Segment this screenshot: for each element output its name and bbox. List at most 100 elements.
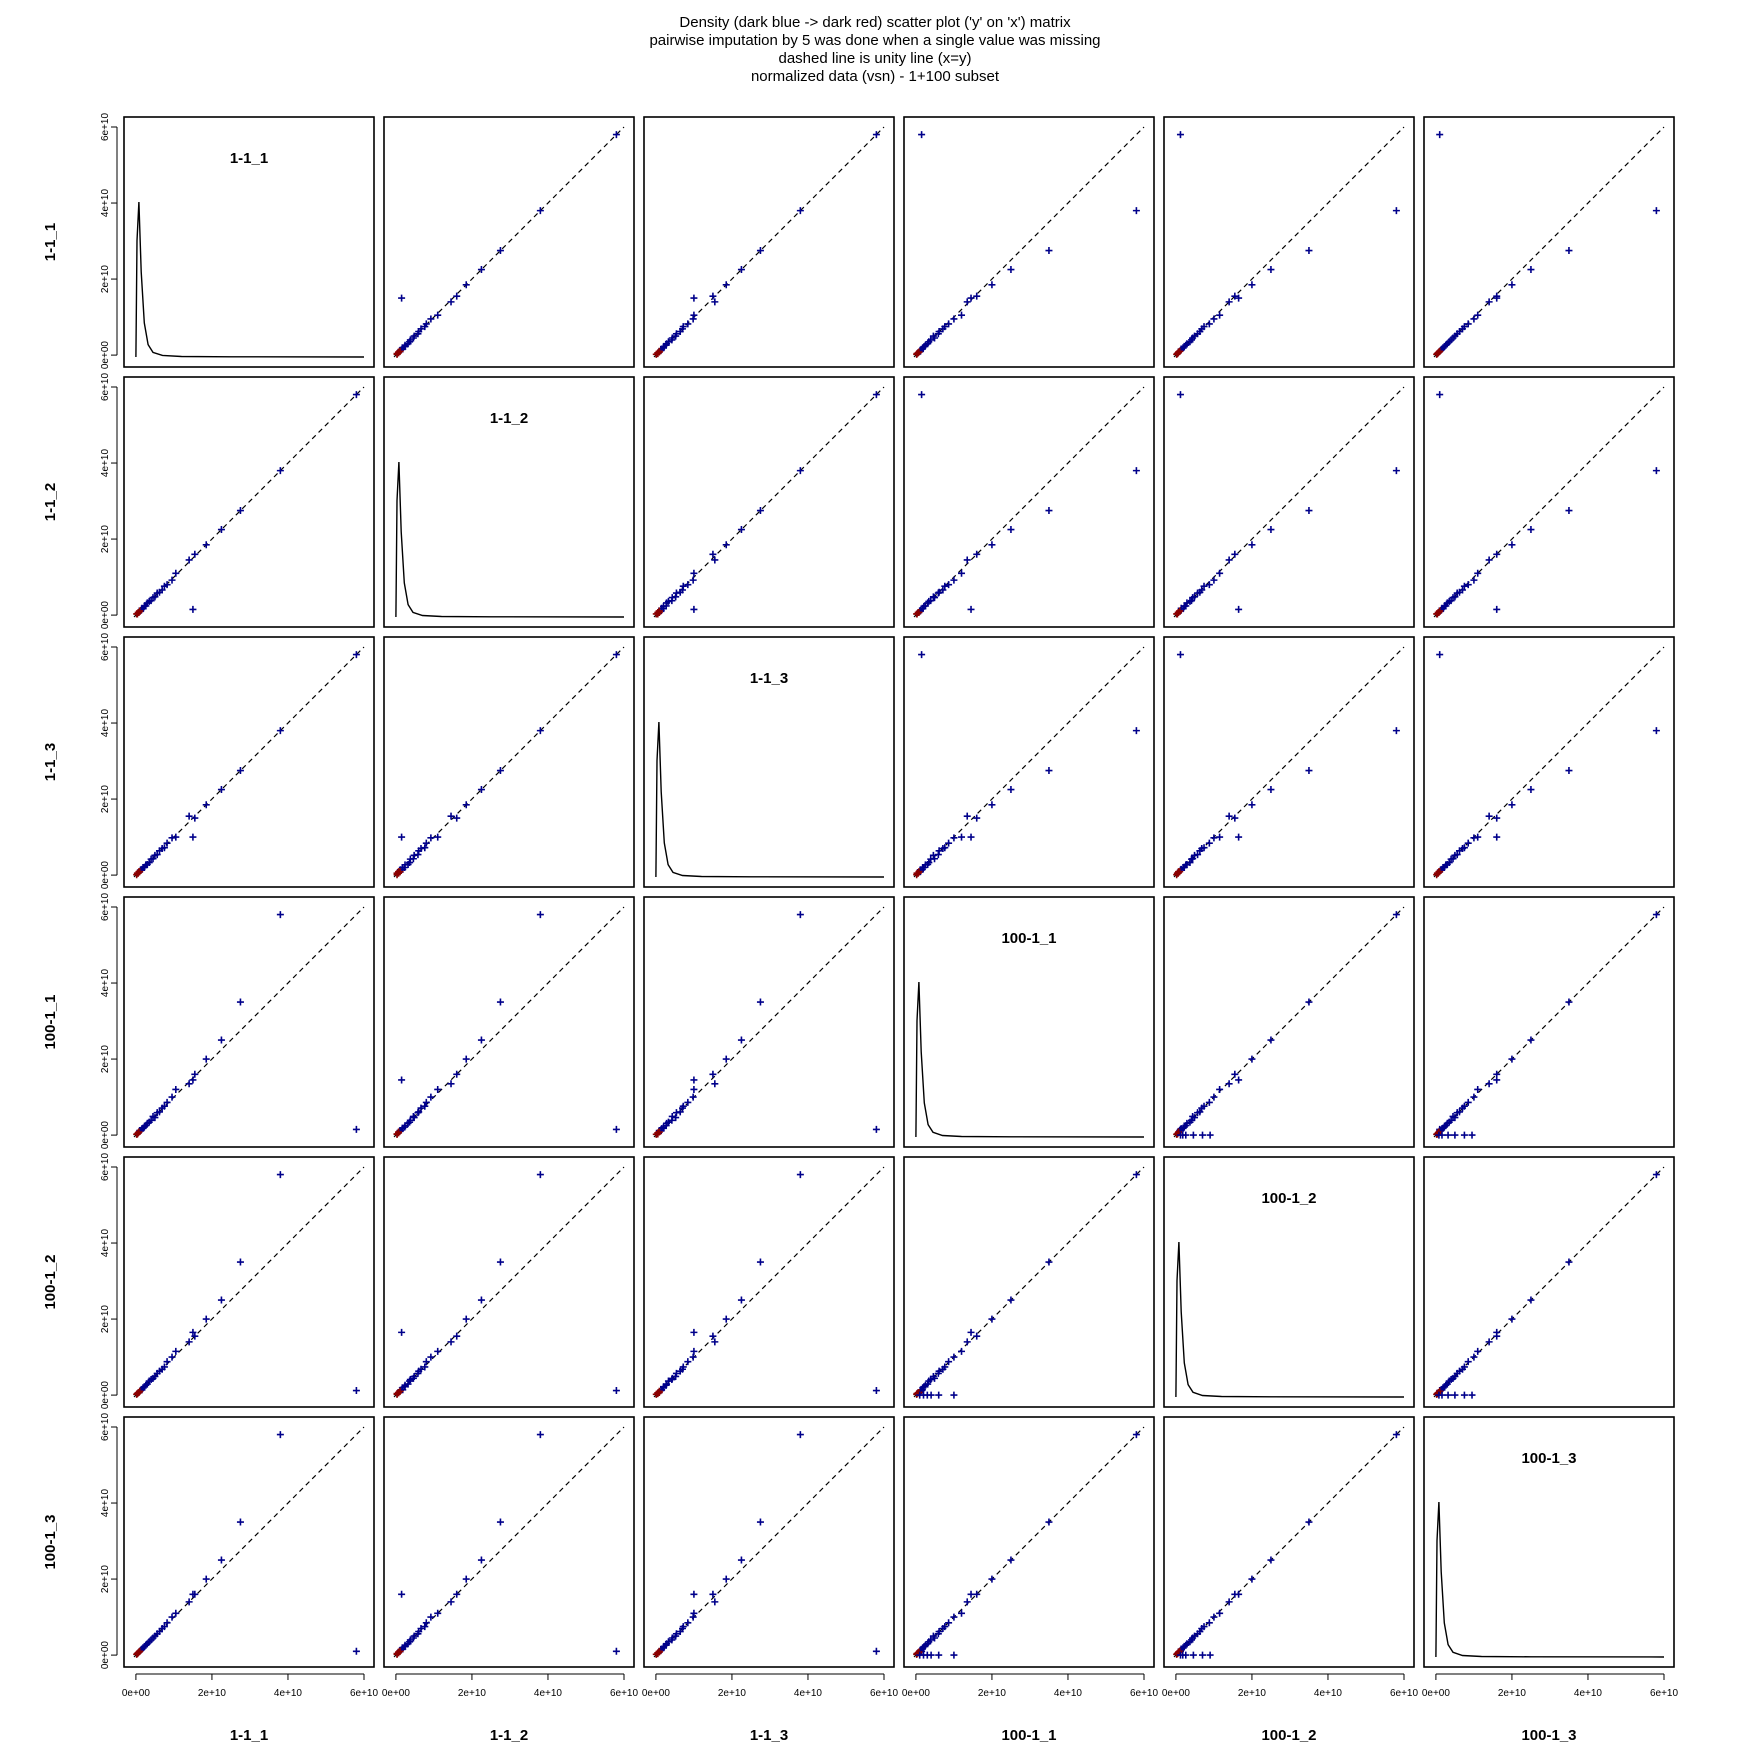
unity-line	[1433, 646, 1665, 878]
data-point	[612, 1647, 620, 1655]
data-point	[652, 1130, 660, 1138]
data-point	[988, 801, 996, 809]
imputed-point	[1444, 1131, 1452, 1139]
unity-line	[1173, 126, 1405, 358]
data-point	[421, 1102, 429, 1110]
y-tick-label: 2e+10	[100, 1045, 111, 1074]
data-point	[1565, 998, 1573, 1006]
panel-100-1_3-vs-100-1_1	[903, 1416, 1155, 1668]
data-point	[796, 207, 804, 215]
data-point	[1493, 605, 1501, 613]
panel-100-1_3-vs-1-1_2	[383, 1416, 635, 1668]
data-point	[931, 334, 939, 342]
panel-1-1_2-vs-100-1_2	[1163, 376, 1415, 628]
data-point	[684, 1098, 692, 1106]
data-point	[1231, 550, 1239, 558]
data-point	[1132, 467, 1140, 475]
data-point	[1508, 281, 1516, 289]
y-tick-label: 0e+00	[100, 1121, 111, 1150]
data-point	[398, 1328, 406, 1336]
data-point	[931, 594, 939, 602]
data-point	[1205, 839, 1213, 847]
data-point	[414, 1109, 422, 1117]
data-point	[453, 814, 461, 822]
data-point	[447, 812, 455, 820]
panel-100-1_2-vs-100-1_1	[903, 1156, 1155, 1408]
panel-100-1_3-vs-100-1_2	[1163, 1416, 1415, 1668]
x-tick-label: 0e+00	[1162, 1688, 1191, 1699]
data-point	[447, 1338, 455, 1346]
data-point	[1187, 855, 1195, 863]
data-point	[1508, 1055, 1516, 1063]
diagonal-label-1-1_2: 1-1_2	[490, 410, 528, 427]
data-point	[477, 1296, 485, 1304]
data-point	[945, 839, 953, 847]
unity-line	[653, 1426, 885, 1658]
x-tick-label: 0e+00	[1422, 1688, 1451, 1699]
data-point	[1210, 315, 1218, 323]
data-point	[1460, 582, 1468, 590]
data-point	[1267, 1036, 1275, 1044]
data-point	[1045, 1258, 1053, 1266]
data-point	[191, 814, 199, 822]
data-point	[1470, 1353, 1478, 1361]
data-point	[434, 1085, 442, 1093]
data-point	[684, 1358, 692, 1366]
data-point	[652, 1390, 660, 1398]
data-point	[236, 998, 244, 1006]
data-point	[1248, 1055, 1256, 1063]
data-point	[711, 1080, 719, 1088]
data-point	[1235, 294, 1243, 302]
data-point	[422, 839, 430, 847]
data-point	[163, 839, 171, 847]
data-point	[1173, 350, 1181, 358]
imputed-point	[950, 1391, 958, 1399]
y-tick-label: 2e+10	[100, 525, 111, 554]
data-point	[189, 605, 197, 613]
data-point	[756, 1518, 764, 1526]
data-point	[1132, 207, 1140, 215]
data-point	[1392, 207, 1400, 215]
data-point	[1267, 1556, 1275, 1564]
data-point	[1225, 1598, 1233, 1606]
data-point	[462, 1315, 470, 1323]
panel-100-1_1-vs-100-1_1	[903, 896, 1155, 1148]
data-point	[934, 330, 942, 338]
unity-line	[133, 386, 365, 618]
data-point	[1210, 1613, 1218, 1621]
data-point	[1493, 294, 1501, 302]
panel-100-1_3-vs-1-1_1	[123, 1416, 375, 1668]
data-point	[988, 1315, 996, 1323]
data-point	[1176, 391, 1184, 399]
imputed-point	[927, 1651, 935, 1659]
data-point	[217, 1296, 225, 1304]
data-point	[973, 550, 981, 558]
data-point	[918, 651, 926, 659]
data-point	[1565, 247, 1573, 255]
imputed-point	[1206, 1651, 1214, 1659]
data-point	[1267, 786, 1275, 794]
x-tick-label: 4e+10	[794, 1688, 823, 1699]
data-point	[1652, 727, 1660, 735]
data-point	[1652, 911, 1660, 919]
data-point	[1508, 541, 1516, 549]
data-point	[737, 1036, 745, 1044]
data-point	[1433, 610, 1441, 618]
data-point	[434, 311, 442, 319]
data-point	[722, 1315, 730, 1323]
data-point	[939, 844, 947, 852]
data-point	[236, 507, 244, 515]
data-point	[950, 576, 958, 584]
data-point	[925, 597, 933, 605]
data-point	[1464, 1358, 1472, 1366]
data-point	[1508, 1315, 1516, 1323]
data-point	[395, 1129, 403, 1137]
data-point	[536, 727, 544, 735]
data-point	[967, 605, 975, 613]
data-point	[1225, 1080, 1233, 1088]
x-tick-label: 6e+10	[1650, 1688, 1679, 1699]
data-point	[756, 998, 764, 1006]
data-point	[1433, 871, 1441, 879]
data-point	[160, 582, 168, 590]
data-point	[1248, 1575, 1256, 1583]
